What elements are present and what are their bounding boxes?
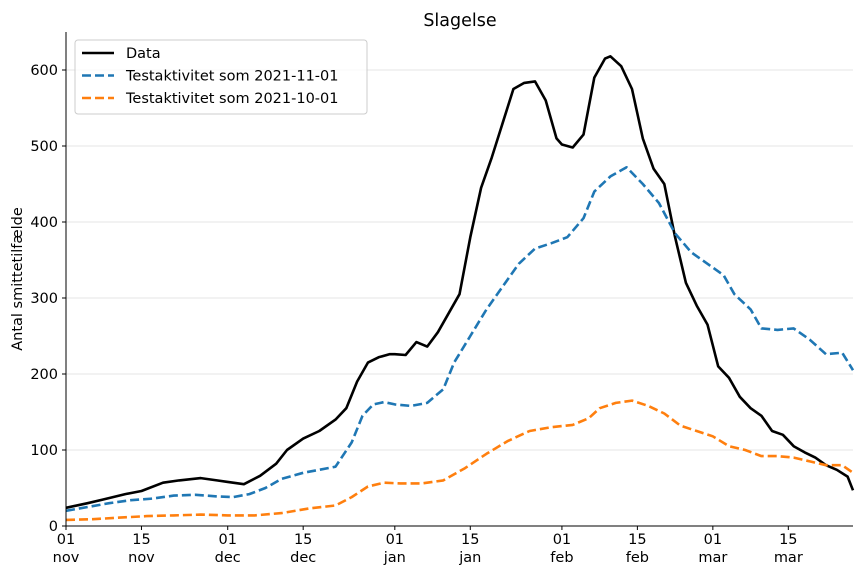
legend-label-0: Data: [126, 46, 161, 62]
y-axis-label: Antal smittetilfælde: [10, 207, 26, 351]
gridlines: [66, 69, 853, 451]
y-tick-label-0: 0: [49, 519, 58, 535]
x-tick-label-0-day: 01: [57, 532, 75, 548]
x-ticks: 01 nov 15 nov 01 dec 15 dec 01 jan 15 jan 01 feb 15 feb…: [53, 526, 803, 566]
legend-label-2: Testaktivitet som 2021-10-01: [125, 91, 339, 107]
y-tick-label-5: 500: [30, 139, 58, 155]
series-line-data: [65, 55, 855, 510]
y-tick-label-6: 600: [30, 63, 58, 79]
x-tick-label-2-day: 01: [218, 532, 236, 548]
x-tick-label-4-month: jan: [383, 550, 406, 566]
legend: Data Testaktivitet som 2021-11-01 Testakti…: [74, 39, 368, 115]
y-tick-label-2: 200: [30, 367, 58, 383]
y-tick-label-1: 100: [30, 443, 58, 459]
x-tick-label-6-month: feb: [550, 550, 573, 566]
x-tick-label-4-day: 01: [386, 532, 404, 548]
x-tick-label-5-month: jan: [458, 550, 481, 566]
x-tick-label-1-day: 15: [132, 532, 150, 548]
y-tick-label-4: 400: [30, 215, 58, 231]
x-tick-label-2-month: dec: [215, 550, 241, 566]
series-line-testaktivitet-2021-11-01: [65, 166, 855, 513]
x-tick-label-7-day: 15: [628, 532, 646, 548]
legend-label-1: Testaktivitet som 2021-11-01: [125, 69, 339, 85]
y-tick-label-3: 300: [30, 291, 58, 307]
x-tick-label-9-day: 15: [779, 532, 797, 548]
x-tick-label-6-day: 01: [553, 532, 571, 548]
legend-box: [74, 39, 368, 115]
x-tick-label-1-month: nov: [128, 550, 155, 566]
series-lines: [65, 55, 855, 522]
x-tick-label-9-month: mar: [774, 550, 803, 566]
x-tick-label-8-month: mar: [698, 550, 727, 566]
x-tick-label-7-month: feb: [626, 550, 649, 566]
x-tick-label-3-day: 15: [294, 532, 312, 548]
x-tick-label-5-day: 15: [461, 532, 479, 548]
x-tick-label-3-month: dec: [290, 550, 316, 566]
series-line-testaktivitet-2021-10-01: [65, 399, 854, 522]
x-tick-label-8-day: 01: [704, 532, 722, 548]
x-tick-label-0-month: nov: [53, 550, 80, 566]
y-ticks: 0 100 200 300 400 500 600: [30, 63, 66, 535]
axes: [65, 32, 853, 527]
chart-title: Slagelse: [423, 11, 496, 31]
